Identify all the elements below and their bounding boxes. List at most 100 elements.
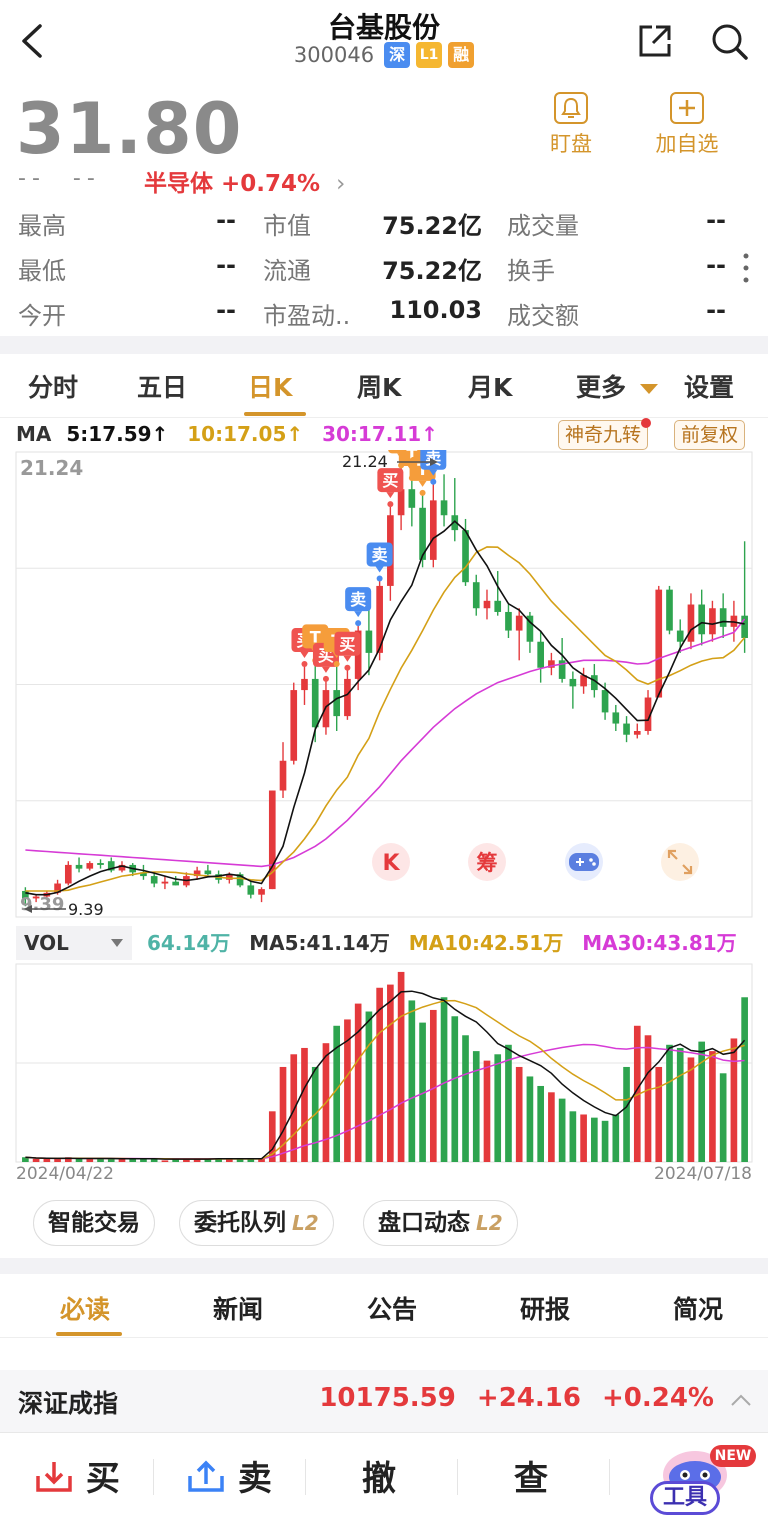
volume-chart[interactable] [0,960,768,1165]
stat-label: 最高 [18,212,66,240]
ma10-line [25,546,746,892]
candle [505,611,512,631]
sector-link[interactable]: 半导体 +0.74% › [144,164,345,198]
candle [333,690,341,717]
tab-more[interactable]: 更多 [576,368,659,404]
volume-bar [558,1098,566,1162]
tab-profile[interactable]: 简况 [673,1295,724,1324]
period-tabs: 分时 五日 日K 周K 月K 更多 设置 [0,354,768,418]
volume-bar [226,1158,233,1162]
volume-bar [537,1085,544,1162]
chevron-up-icon[interactable] [730,1392,752,1408]
magic-nine-toggle[interactable]: 神奇九转 [558,418,652,450]
candle [591,675,598,691]
candle [301,678,308,691]
gamepad-button[interactable] [565,843,603,881]
volume-bar [354,1003,362,1162]
candle [140,872,147,877]
price-adjust-toggle[interactable]: 前复权 [674,420,746,450]
volume-current: 64.14万 [146,931,231,955]
buy-button[interactable]: 买 [34,1451,120,1500]
tab-announcements[interactable]: 公告 [367,1295,418,1324]
volume-bar [258,1158,265,1162]
volume-bar [22,1157,29,1162]
query-button[interactable]: 查 [514,1459,548,1499]
candle [408,489,416,508]
volume-bar [687,1057,695,1162]
order-queue-button[interactable]: 委托队列 L2 [179,1200,334,1246]
candle [118,864,126,871]
index-ticker[interactable]: 深证成指 10175.59 +24.16 +0.24% [0,1370,768,1432]
tab-weekly-k[interactable]: 周K [357,373,402,402]
bell-icon [554,92,588,124]
magic-nine-label: 神奇九转 [565,424,642,446]
fullscreen-button[interactable] [661,843,699,881]
volume-bar [129,1158,137,1162]
candle [537,641,544,668]
volume-bar [709,1051,716,1162]
caret-down-icon [111,939,123,947]
stock-code: 300046 [293,43,375,67]
stat-value: -- [706,251,726,279]
tab-daily-k[interactable]: 日K [248,373,293,402]
volume-bar [140,1158,147,1162]
stat-label: 最低 [18,257,66,285]
tab-monthly-k[interactable]: 月K [468,373,513,402]
smart-trade-button[interactable]: 智能交易 [33,1200,155,1246]
volume-bar [429,1009,437,1162]
candle [644,697,652,731]
add-watchlist-button[interactable]: 加自选 [642,92,732,158]
k-switch-button[interactable]: K [372,843,410,881]
candle [268,790,276,890]
news-tab-indicator [56,1332,122,1336]
start-date: 2024/04/22 [16,1164,114,1184]
tab-five-day[interactable]: 五日 [137,373,188,402]
order-book-dynamics-button[interactable]: 盘口动态 L2 [363,1200,518,1246]
download-tray-icon [36,1462,72,1492]
candle [204,870,212,875]
signal-tag[interactable]: 卖 [345,587,372,627]
signal-tag[interactable]: 买 [334,631,361,671]
kline-chart[interactable]: 买T买T买卖卖买TTT卖 21.24 21.24 9.39 9.39 K 筹 [0,450,768,920]
indicator-selector[interactable]: VOL [16,926,132,960]
candle [419,507,426,560]
tab-must-read[interactable]: 必读 [60,1295,111,1324]
share-icon[interactable] [636,22,674,60]
tab-news[interactable]: 新闻 [213,1295,264,1324]
candle [150,876,158,884]
watch-button[interactable]: 盯盘 [526,92,616,158]
volume-bar [150,1158,158,1162]
signal-tag[interactable]: 买 [377,468,404,508]
tab-settings[interactable]: 设置 [684,373,735,402]
volume-bar [462,1035,469,1162]
volume-bar [719,1073,727,1162]
chip-distribution-button[interactable]: 筹 [468,843,506,881]
search-icon[interactable] [710,22,750,62]
volume-bar [86,1158,94,1162]
candle [226,874,233,880]
volume-bar [215,1158,222,1162]
volume-bar [193,1158,201,1162]
end-date: 2024/07/18 [654,1164,752,1184]
candle [376,585,383,653]
candle [601,690,609,713]
stat-value: 75.22亿 [382,212,482,240]
cancel-order-button[interactable]: 撤 [362,1459,396,1499]
sell-button[interactable]: 卖 [186,1451,272,1500]
more-vertical-icon[interactable] [738,250,754,286]
candle [86,863,94,869]
volume-bar [741,997,748,1162]
tools-button[interactable]: 工具 NEW [640,1439,760,1523]
volume-ma5-line [25,990,746,1160]
tab-intraday[interactable]: 分时 [28,373,79,402]
volume-bar [644,1035,652,1162]
volume-bar [161,1160,169,1162]
low-marker-arrow [24,905,32,913]
candle [440,500,448,516]
volume-bar [451,1016,459,1162]
volume-bar [548,1092,555,1162]
back-arrow-icon[interactable] [18,22,46,60]
signal-label: T [310,627,321,646]
signal-tag[interactable]: 卖 [366,542,393,582]
tab-research[interactable]: 研报 [520,1295,571,1324]
